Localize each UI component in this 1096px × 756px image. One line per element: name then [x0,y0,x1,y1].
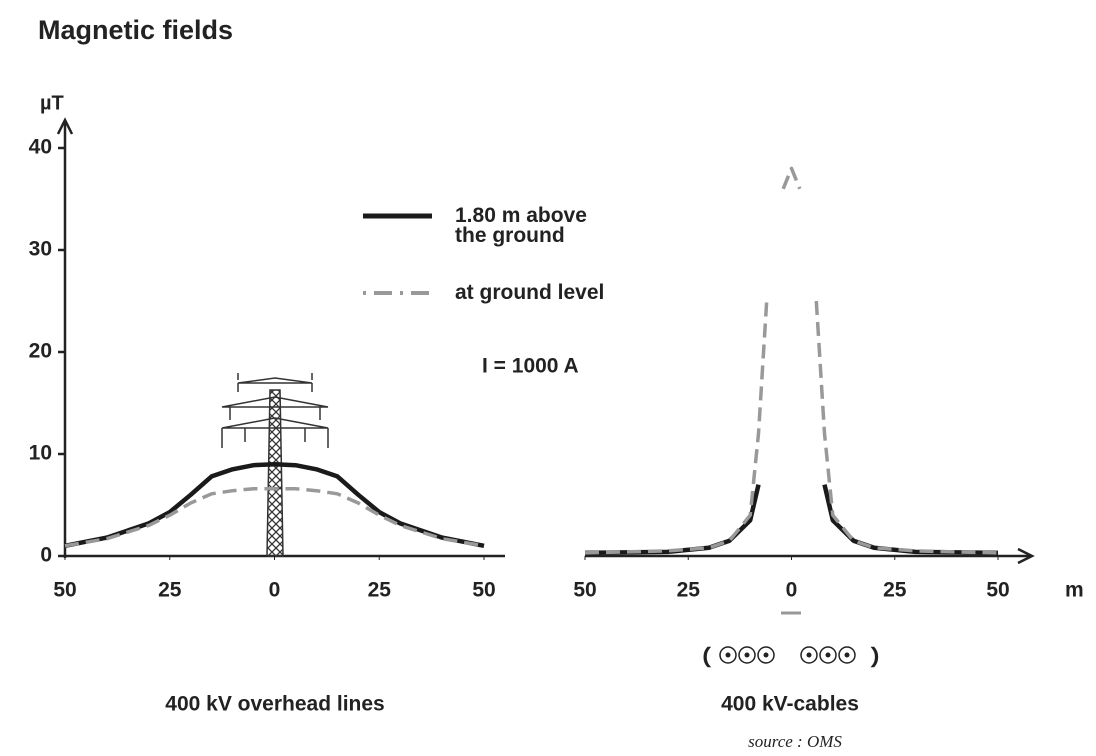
x-tick-label: 0 [269,579,281,602]
svg-text:): ) [872,645,879,667]
x-tick-label: 50 [472,579,495,602]
x-tick-label: 50 [573,579,596,602]
x-axis-label: 400 kV overhead lines [165,693,384,716]
series-line [64,461,485,549]
annotation: I = 1000 A [482,355,579,378]
x-tick-label: 25 [368,579,392,602]
x-tick-label: 0 [786,579,798,602]
x-tick-label: 25 [883,579,907,602]
svg-text:(: ( [703,645,710,667]
x-axis-arrow [1017,547,1035,565]
series-line [64,486,485,548]
y-tick-label: 20 [29,340,52,363]
y-axis-label: µT [40,92,64,114]
x-tick-label: 50 [986,579,1009,602]
x-tick-label: 50 [53,579,76,602]
pylon [221,373,329,557]
legend-label: at ground level [455,281,605,304]
y-tick-label: 10 [29,442,52,465]
y-tick-label: 30 [29,238,52,261]
y-tick-label: 40 [29,136,52,159]
source: source : OMS [748,732,842,751]
x-tick-label: 25 [158,579,182,602]
legend-label: 1.80 m above the ground [455,204,587,247]
series-line [584,166,999,555]
series-line [584,484,999,556]
cable-symbols: ( ) [702,611,879,668]
x-tick-label: 25 [677,579,701,602]
x-axis-label: 400 kV-cables [721,693,859,716]
x-unit: m [1065,579,1084,602]
chart-title: Magnetic fields [38,15,233,45]
y-axis-arrow [56,117,74,135]
y-tick-label: 0 [40,544,52,567]
axes [56,117,1035,565]
